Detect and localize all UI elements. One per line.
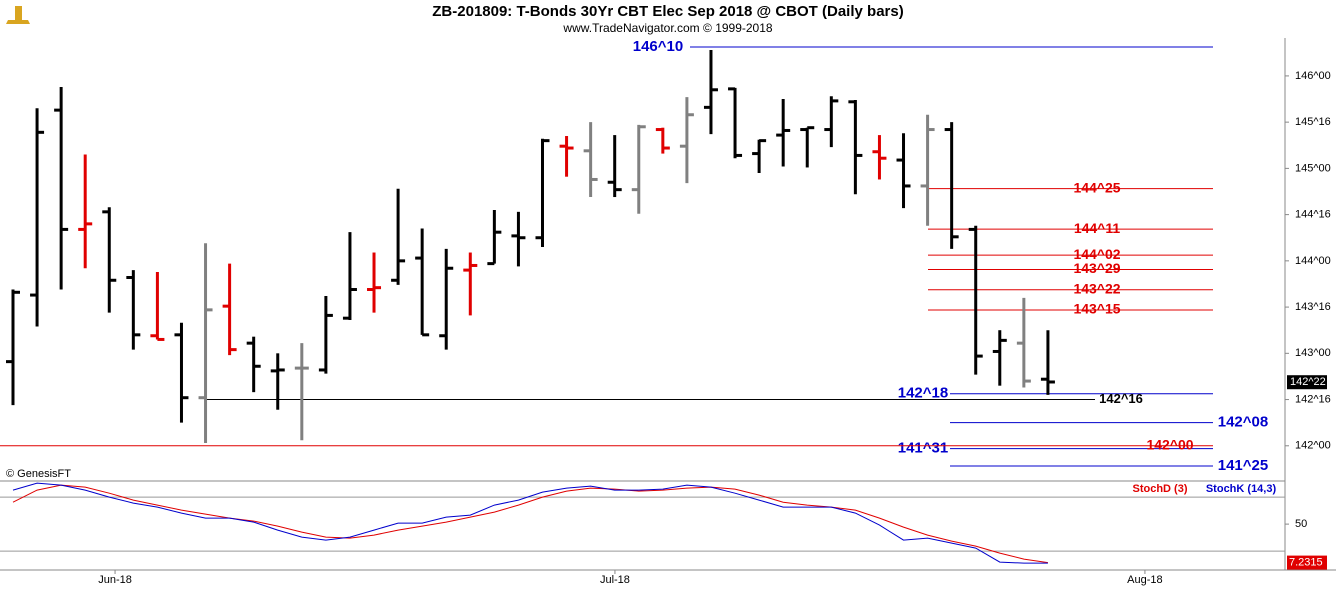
last-value-label: 7.2315 (1289, 556, 1323, 568)
y-tick-label: 144^16 (1295, 209, 1331, 221)
level-label: 144^25 (1073, 179, 1120, 195)
last-price-label: 142^22 (1290, 376, 1326, 388)
y-tick-label: 143^00 (1295, 347, 1331, 359)
level-label: 143^29 (1073, 260, 1120, 276)
y-tick-label: 144^00 (1295, 255, 1331, 267)
level-label: 141^25 (1218, 457, 1268, 474)
series-line (12, 484, 1048, 564)
last-value-box (1287, 555, 1327, 570)
logo (6, 6, 30, 24)
source: © GenesisFT (6, 468, 71, 480)
level-label: 143^22 (1073, 280, 1120, 296)
last-price-box (1287, 375, 1327, 390)
level-label: 143^15 (1073, 301, 1120, 317)
x-tick-label: Jul-18 (600, 574, 630, 586)
level-label: 142^08 (1218, 414, 1268, 431)
chart-subtitle: www.TradeNavigator.com © 1999-2018 (562, 21, 772, 35)
y-tick-label: 145^00 (1295, 162, 1331, 174)
y-tick-label: 50 (1295, 518, 1307, 530)
level-label: 142^00 (1146, 436, 1193, 452)
x-tick-label: Jun-18 (98, 574, 132, 586)
y-tick-label: 143^16 (1295, 301, 1331, 313)
level-label: 142^18 (898, 385, 948, 402)
series-line (12, 482, 1048, 564)
level-label: 141^31 (898, 440, 948, 457)
y-tick-label: 145^16 (1295, 116, 1331, 128)
y-tick-label: 142^00 (1295, 440, 1331, 452)
chart-title: ZB-201809: T-Bonds 30Yr CBT Elec Sep 201… (432, 3, 903, 20)
legend-entry: StochK (14,3) (1206, 483, 1277, 495)
legend-entry: StochD (3) (1133, 483, 1188, 495)
level-label: 144^11 (1074, 220, 1121, 236)
y-tick-label: 142^16 (1295, 393, 1331, 405)
level-label: 144^02 (1073, 246, 1120, 262)
level-label: 146^10 (633, 38, 683, 55)
x-tick-label: Aug-18 (1127, 574, 1162, 586)
y-tick-label: 146^00 (1295, 70, 1331, 82)
level-label: 142^16 (1099, 391, 1143, 406)
